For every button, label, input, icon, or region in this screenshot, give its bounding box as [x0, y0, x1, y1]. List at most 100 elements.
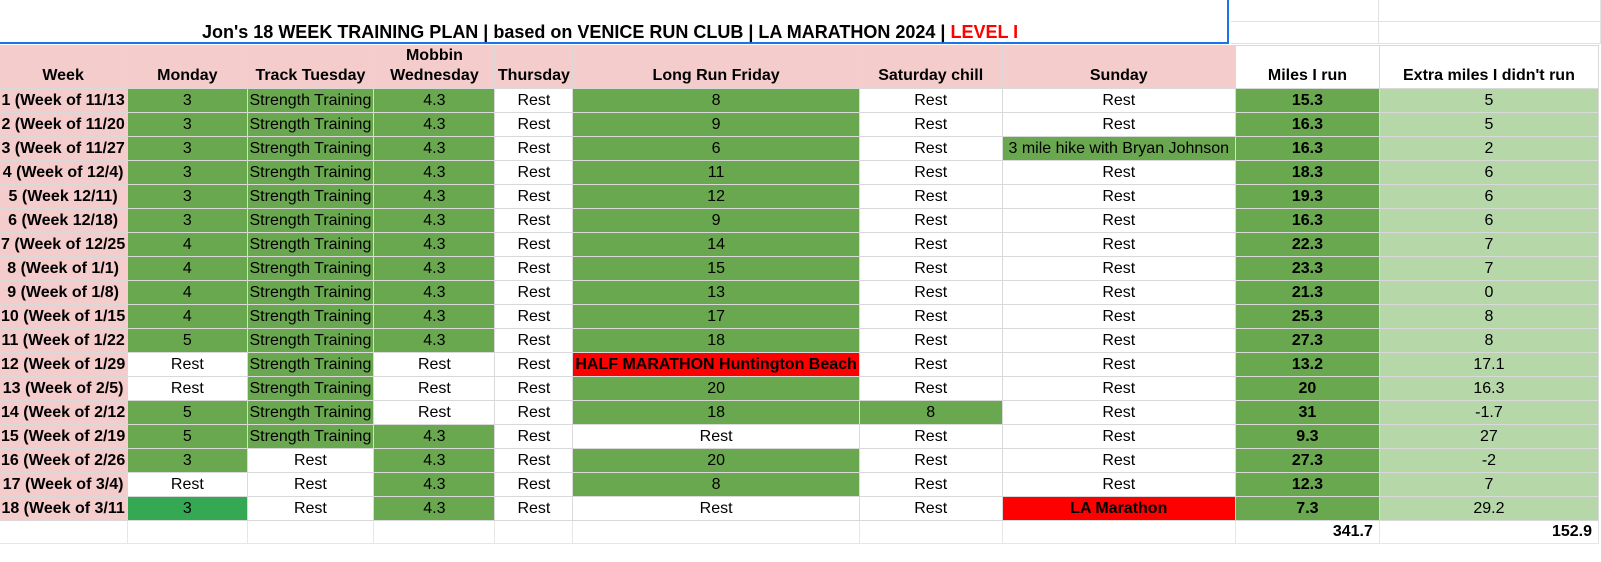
cell-extra[interactable]: 27 — [1378, 424, 1600, 449]
cell-thursday[interactable]: Rest — [494, 472, 574, 497]
cell-thursday[interactable]: Rest — [494, 424, 574, 449]
cell-week[interactable]: 2 (Week of 11/20 — [0, 112, 129, 137]
cell-wednesday[interactable]: 4.3 — [373, 280, 496, 305]
cell-miles[interactable]: 16.3 — [1235, 112, 1380, 137]
empty-cell[interactable] — [0, 520, 129, 544]
cell-extra[interactable]: 8 — [1378, 304, 1600, 329]
cell-extra[interactable]: -1.7 — [1378, 400, 1600, 425]
cell-thursday[interactable]: Rest — [494, 160, 574, 185]
cell-monday[interactable]: 5 — [127, 328, 248, 353]
cell-thursday[interactable]: Rest — [494, 184, 574, 209]
cell-friday[interactable]: 11 — [572, 160, 860, 185]
cell-monday[interactable]: 4 — [127, 256, 248, 281]
cell-thursday[interactable]: Rest — [494, 136, 574, 161]
cell-thursday[interactable]: Rest — [494, 328, 574, 353]
cell-thursday[interactable]: Rest — [494, 304, 574, 329]
cell-friday[interactable]: 18 — [572, 328, 860, 353]
cell-sunday[interactable]: Rest — [1001, 88, 1237, 113]
cell-extra[interactable]: 5 — [1378, 112, 1600, 137]
cell-week[interactable]: 7 (Week of 12/25 — [0, 232, 129, 257]
cell-saturday[interactable]: Rest — [858, 208, 1003, 233]
cell-sunday[interactable]: Rest — [1001, 448, 1237, 473]
cell-wednesday[interactable]: 4.3 — [373, 232, 496, 257]
cell-tuesday[interactable]: Strength Training — [246, 328, 375, 353]
empty-cell[interactable] — [858, 520, 1003, 544]
cell-friday[interactable]: 13 — [572, 280, 860, 305]
cell-extra[interactable]: 16.3 — [1378, 376, 1600, 401]
cell-thursday[interactable]: Rest — [494, 112, 574, 137]
empty-cell[interactable] — [246, 520, 375, 544]
cell-sunday[interactable]: LA Marathon — [1001, 496, 1237, 521]
cell-week[interactable]: 4 (Week of 12/4) — [0, 160, 129, 185]
cell-wednesday[interactable]: 4.3 — [373, 424, 496, 449]
cell-miles[interactable]: 16.3 — [1235, 136, 1380, 161]
cell-wednesday[interactable]: Rest — [373, 376, 496, 401]
cell-thursday[interactable]: Rest — [494, 376, 574, 401]
cell-friday[interactable]: 20 — [572, 376, 860, 401]
cell-tuesday[interactable]: Rest — [246, 496, 375, 521]
header-week[interactable]: Week — [0, 45, 129, 89]
cell-saturday[interactable]: Rest — [858, 496, 1003, 521]
cell-friday[interactable]: 17 — [572, 304, 860, 329]
cell-saturday[interactable]: Rest — [858, 184, 1003, 209]
cell-miles[interactable]: 16.3 — [1235, 208, 1380, 233]
cell-saturday[interactable]: Rest — [858, 112, 1003, 137]
cell-tuesday[interactable]: Strength Training — [246, 352, 375, 377]
cell-week[interactable]: 9 (Week of 1/8) — [0, 280, 129, 305]
cell-monday[interactable]: 3 — [127, 496, 248, 521]
cell-extra[interactable]: 7 — [1378, 472, 1600, 497]
cell-week[interactable]: 5 (Week 12/11) — [0, 184, 129, 209]
total-extra[interactable]: 152.9 — [1378, 520, 1600, 544]
cell-sunday[interactable]: Rest — [1001, 424, 1237, 449]
cell-week[interactable]: 18 (Week of 3/11 — [0, 496, 129, 521]
cell-miles[interactable]: 20 — [1235, 376, 1380, 401]
cell-week[interactable]: 15 (Week of 2/19 — [0, 424, 129, 449]
cell-friday[interactable]: HALF MARATHON Huntington Beach — [572, 352, 860, 377]
empty-cell[interactable] — [127, 520, 248, 544]
cell-miles[interactable]: 27.3 — [1235, 328, 1380, 353]
cell-tuesday[interactable]: Rest — [246, 448, 375, 473]
cell-wednesday[interactable]: 4.3 — [373, 448, 496, 473]
cell-wednesday[interactable]: Rest — [373, 352, 496, 377]
cell-tuesday[interactable]: Strength Training — [246, 256, 375, 281]
empty-cell[interactable] — [1379, 0, 1601, 22]
cell-extra[interactable]: 0 — [1378, 280, 1600, 305]
header-monday[interactable]: Monday — [127, 45, 248, 89]
cell-monday[interactable]: Rest — [127, 376, 248, 401]
header-friday[interactable]: Long Run Friday — [572, 45, 860, 89]
cell-sunday[interactable]: Rest — [1001, 352, 1237, 377]
cell-saturday[interactable]: Rest — [858, 160, 1003, 185]
cell-extra[interactable]: 8 — [1378, 328, 1600, 353]
header-thursday[interactable]: Thursday — [494, 45, 574, 89]
cell-wednesday[interactable]: 4.3 — [373, 136, 496, 161]
cell-tuesday[interactable]: Strength Training — [246, 136, 375, 161]
empty-cell[interactable] — [1231, 0, 1379, 22]
cell-wednesday[interactable]: 4.3 — [373, 112, 496, 137]
cell-tuesday[interactable]: Strength Training — [246, 232, 375, 257]
empty-cell[interactable] — [572, 520, 860, 544]
cell-wednesday[interactable]: Rest — [373, 400, 496, 425]
cell-saturday[interactable]: Rest — [858, 424, 1003, 449]
cell-sunday[interactable]: Rest — [1001, 472, 1237, 497]
cell-miles[interactable]: 31 — [1235, 400, 1380, 425]
cell-friday[interactable]: Rest — [572, 496, 860, 521]
cell-thursday[interactable]: Rest — [494, 280, 574, 305]
cell-week[interactable]: 10 (Week of 1/15 — [0, 304, 129, 329]
cell-saturday[interactable]: Rest — [858, 88, 1003, 113]
header-wednesday[interactable]: Mobbin Wednesday — [373, 45, 496, 89]
cell-sunday[interactable]: Rest — [1001, 376, 1237, 401]
cell-monday[interactable]: 4 — [127, 304, 248, 329]
cell-saturday[interactable]: Rest — [858, 472, 1003, 497]
cell-saturday[interactable]: Rest — [858, 376, 1003, 401]
cell-extra[interactable]: 5 — [1378, 88, 1600, 113]
cell-thursday[interactable]: Rest — [494, 232, 574, 257]
cell-wednesday[interactable]: 4.3 — [373, 208, 496, 233]
cell-extra[interactable]: 6 — [1378, 208, 1600, 233]
cell-tuesday[interactable]: Strength Training — [246, 112, 375, 137]
header-saturday[interactable]: Saturday chill — [858, 45, 1003, 89]
cell-wednesday[interactable]: 4.3 — [373, 256, 496, 281]
cell-saturday[interactable]: 8 — [858, 400, 1003, 425]
cell-wednesday[interactable]: 4.3 — [373, 304, 496, 329]
cell-sunday[interactable]: Rest — [1001, 256, 1237, 281]
cell-monday[interactable]: 3 — [127, 448, 248, 473]
